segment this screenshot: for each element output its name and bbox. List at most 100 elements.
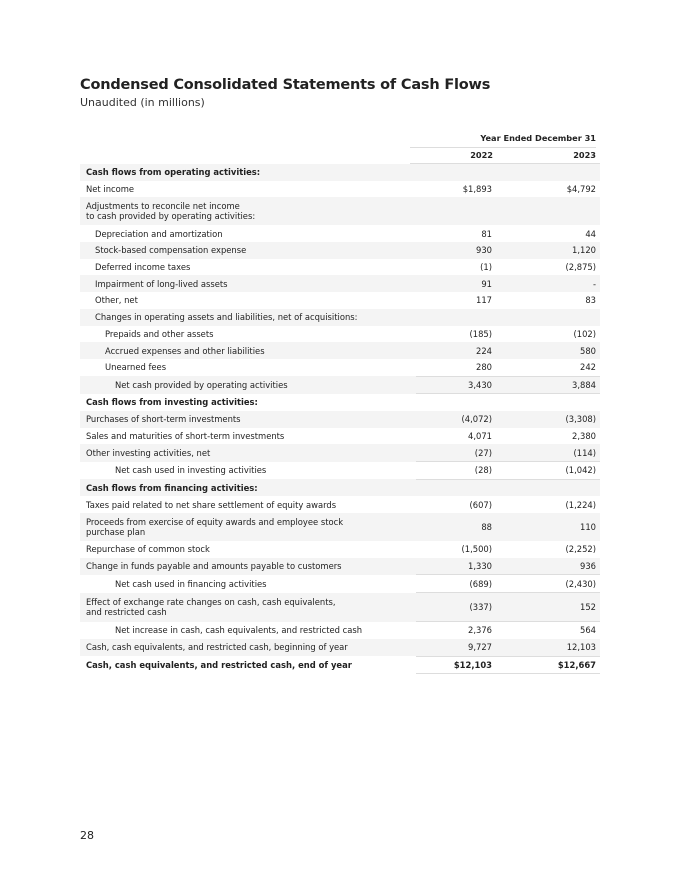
value-2023: (2,875) — [565, 262, 596, 273]
table-row: Change in funds payable and amounts paya… — [80, 557, 600, 576]
value-2022: 117 — [476, 295, 492, 306]
value-2022: (28) — [416, 461, 496, 480]
table-row: Net increase in cash, cash equivalents, … — [80, 622, 600, 639]
value-2023 — [496, 164, 600, 181]
row-label: Net increase in cash, cash equivalents, … — [115, 625, 363, 636]
value-2023: 110 — [496, 513, 600, 542]
value-2022: $12,103 — [416, 656, 496, 675]
value-2023 — [496, 479, 600, 497]
table-row: Sales and maturities of short-term inves… — [80, 428, 600, 445]
table-row: Cash, cash equivalents, and restricted c… — [80, 656, 600, 675]
row-label: Taxes paid related to net share settleme… — [86, 499, 337, 510]
value-2023: (1,224) — [565, 499, 596, 510]
value-2023: $12,667 — [496, 656, 600, 675]
value-2022: 3,430 — [416, 376, 496, 395]
value-2023: - — [496, 275, 600, 293]
value-2023: (2,252) — [565, 544, 596, 555]
table-row: Repurchase of common stock (1,500) (2,252) — [80, 541, 600, 558]
row-label: Effect of exchange rate changes on cash,… — [80, 592, 416, 622]
value-2022: 1,330 — [416, 557, 496, 576]
table-row: Cash flows from operating activities: — [80, 164, 600, 181]
table-row: Deferred income taxes (1) (2,875) — [80, 259, 600, 276]
row-label: Impairment of long-lived assets — [80, 275, 416, 293]
value-2023: 83 — [585, 295, 596, 306]
row-label: Depreciation and amortization — [95, 228, 223, 239]
value-2022: (1,500) — [461, 544, 492, 555]
value-2023: 3,884 — [496, 376, 600, 395]
table-row: Net income $1,893 $4,792 — [80, 181, 600, 198]
value-2023: (1,042) — [496, 461, 600, 480]
value-2022: 2,376 — [468, 625, 492, 636]
table-row: Accrued expenses and other liabilities 22… — [80, 342, 600, 359]
year-2022-header: 2022 — [470, 150, 493, 160]
row-label: Unearned fees — [105, 362, 167, 373]
row-label: Cash, cash equivalents, and restricted c… — [80, 638, 416, 656]
value-2023: 1,120 — [496, 242, 600, 259]
value-2022: 4,071 — [468, 430, 492, 441]
value-2023: (3,308) — [496, 410, 600, 428]
value-2022: 81 — [481, 228, 492, 239]
value-2022: (689) — [416, 574, 496, 594]
row-label: Changes in operating assets and liabilit… — [80, 308, 416, 326]
row-label: Other, net — [95, 295, 138, 306]
value-2023 — [496, 308, 600, 326]
row-label: Net cash used in financing activities — [115, 578, 267, 589]
row-label: Proceeds from exercise of equity awards … — [80, 513, 416, 542]
row-label: Other investing activities, net — [80, 444, 416, 462]
value-2023: (2,430) — [496, 574, 600, 594]
year-headers: 2022 2023 — [410, 150, 600, 164]
value-2022 — [416, 479, 496, 497]
page-number: 28 — [80, 829, 94, 842]
table-row: Adjustments to reconcile net income to c… — [80, 197, 600, 226]
value-2023: 12,103 — [496, 638, 600, 657]
row-label: Net cash used in investing activities — [115, 465, 267, 476]
table-row: Other investing activities, net (27) (114) — [80, 444, 600, 463]
value-2023: (102) — [573, 328, 596, 339]
row-label: Deferred income taxes — [95, 262, 191, 273]
page-subtitle: Unaudited (in millions) — [80, 96, 205, 109]
value-2022: 91 — [416, 275, 496, 293]
cash-flow-table: Cash flows from operating activities: Net… — [80, 164, 600, 675]
row-label: Net income — [86, 184, 135, 195]
table-row: Impairment of long-lived assets 91- — [80, 275, 600, 293]
period-header: Year Ended December 31 — [410, 133, 596, 148]
table-row: Cash, cash equivalents, and restricted c… — [80, 638, 600, 657]
value-2023: 152 — [496, 592, 600, 623]
value-2022: 224 — [416, 342, 496, 359]
value-2023: 2,380 — [572, 430, 596, 441]
value-2023: 44 — [585, 228, 596, 239]
value-2023: (114) — [496, 444, 600, 463]
row-label: Cash flows from operating activities: — [80, 164, 416, 181]
year-2023-header: 2023 — [573, 150, 596, 160]
value-2023: $4,792 — [566, 184, 596, 195]
table-row: Proceeds from exercise of equity awards … — [80, 513, 600, 542]
value-2023 — [496, 197, 600, 226]
row-label: Adjustments to reconcile net income to c… — [80, 197, 416, 226]
table-row: Changes in operating assets and liabilit… — [80, 308, 600, 326]
table-row: Purchases of short-term investments (4,07… — [80, 410, 600, 428]
row-label: Stock-based compensation expense — [80, 242, 416, 259]
row-label: Accrued expenses and other liabilities — [80, 342, 416, 359]
value-2023 — [496, 394, 600, 411]
table-row: Net cash used in financing activities (68… — [80, 574, 600, 594]
table-row: Prepaids and other assets (185) (102) — [80, 326, 600, 343]
value-2022: (1) — [480, 262, 492, 273]
row-label: Cash flows from financing activities: — [80, 479, 416, 497]
row-label: Change in funds payable and amounts paya… — [80, 557, 416, 575]
value-2022 — [416, 197, 496, 226]
table-row: Other, net 117 83 — [80, 292, 600, 309]
value-2022: (337) — [416, 592, 496, 623]
value-2022 — [416, 308, 496, 326]
value-2023: 936 — [496, 557, 600, 576]
page-title: Condensed Consolidated Statements of Cas… — [80, 77, 491, 93]
table-row: Net cash used in investing activities (28… — [80, 461, 600, 480]
table-row: Taxes paid related to net share settleme… — [80, 496, 600, 513]
row-label: Cash flows from investing activities: — [86, 397, 258, 408]
value-2022 — [416, 164, 496, 181]
value-2022 — [416, 394, 496, 411]
value-2022: (185) — [469, 328, 492, 339]
value-2022: 88 — [416, 513, 496, 542]
value-2022: (4,072) — [416, 410, 496, 428]
value-2022: $1,893 — [462, 184, 492, 195]
value-2022: 930 — [416, 242, 496, 259]
